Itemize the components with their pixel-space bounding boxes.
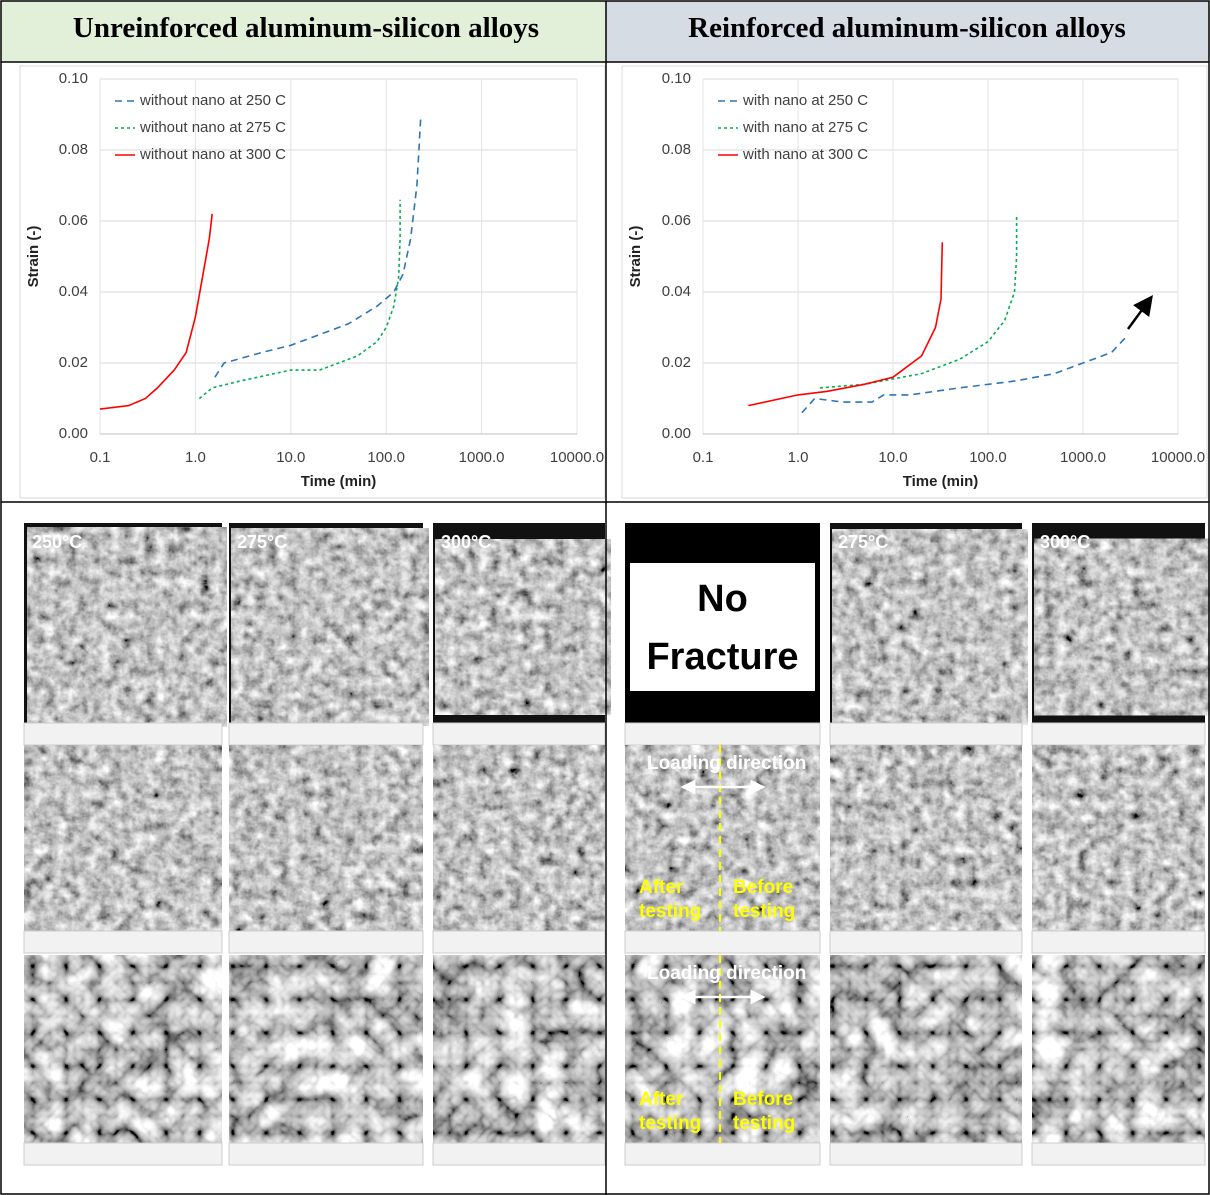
y-tick-label: 0.04 [59,283,88,300]
sem-info-bar [1032,931,1205,953]
sem-image [1032,745,1205,931]
sem-info-bar [24,1143,222,1165]
sem-info-bar [830,723,1022,745]
x-tick-label: 1000.0 [1060,449,1106,466]
y-tick-label: 0.06 [59,212,88,229]
header-title: Unreinforced aluminum-silicon alloys [73,12,539,44]
sem-info-bar [229,1143,423,1165]
sem-info-bar [1032,723,1205,745]
sem-image [231,528,429,726]
region-label-line: testing [639,1113,701,1134]
region-label-line: testing [733,1113,795,1134]
x-tick-label: 10.0 [276,449,305,466]
sem-info-bar [24,931,222,953]
sem-image [433,955,605,1143]
sem-info-bar [830,1143,1022,1165]
sem-info-bar [1032,1143,1205,1165]
x-tick-label: 1000.0 [459,449,505,466]
temperature-label: 250°C [32,532,82,552]
x-axis-title: Time (min) [301,473,377,490]
temperature-label: 275°C [838,532,888,552]
y-tick-label: 0.10 [662,70,691,87]
sem-image [229,745,423,931]
y-tick-label: 0.00 [662,425,691,442]
region-label-line: testing [733,901,795,922]
x-tick-label: 10000.0 [550,449,604,466]
y-axis-title: Strain (-) [627,226,644,288]
sem-info-bar [433,931,605,953]
y-tick-label: 0.02 [662,354,691,371]
x-tick-label: 10.0 [878,449,907,466]
temperature-label: 300°C [1040,532,1090,552]
sem-image [830,745,1022,931]
chart-frame [622,66,1207,498]
x-tick-label: 0.1 [90,449,111,466]
sem-image [433,745,605,931]
x-tick-label: 1.0 [788,449,809,466]
legend-label: with nano at 300 C [742,146,868,163]
sem-images: 250°C 275°C 300°C No Fracture 275°C 300°C Loadi… [24,523,1210,1165]
sem-info-bar [625,1143,820,1165]
sem-image [229,955,423,1143]
x-tick-label: 100.0 [367,449,405,466]
sem-info-bar [625,931,820,953]
y-tick-label: 0.06 [662,212,691,229]
legend-label: with nano at 275 C [742,119,868,136]
x-tick-label: 0.1 [693,449,714,466]
loading-direction-label: Loading direction [647,753,806,774]
temperature-label: 275°C [237,532,287,552]
loading-direction-label: Loading direction [647,963,806,984]
sem-image [832,529,1028,725]
x-axis-title: Time (min) [903,473,979,490]
sem-image [1032,955,1205,1143]
x-tick-label: 10000.0 [1151,449,1205,466]
y-tick-label: 0.08 [59,141,88,158]
y-tick-label: 0.02 [59,354,88,371]
y-axis-title: Strain (-) [25,226,42,288]
region-label-line: testing [639,901,701,922]
sem-info-bar [229,723,423,745]
legend-label: without nano at 250 C [139,92,286,109]
no-fracture-line: No [697,578,748,620]
legend-label: without nano at 300 C [139,146,286,163]
chart-frame [20,66,605,498]
legend-label: without nano at 275 C [139,119,286,136]
x-tick-label: 100.0 [969,449,1007,466]
figure: Unreinforced aluminum-silicon alloys Rei… [0,0,1210,1195]
sem-info-bar [433,723,605,745]
region-label-line: After [639,877,684,898]
sem-image [830,955,1022,1143]
sem-image [27,527,227,727]
temperature-label: 300°C [441,532,491,552]
y-tick-label: 0.04 [662,283,691,300]
region-label-line: Before [733,877,793,898]
sem-info-bar [24,723,222,745]
sem-info-bar [625,723,820,745]
sem-info-bar [433,1143,605,1165]
sem-image [24,955,222,1143]
y-tick-label: 0.10 [59,70,88,87]
no-fracture-line: Fracture [646,636,798,678]
x-tick-label: 1.0 [185,449,206,466]
region-label-line: After [639,1089,684,1110]
legend-label: with nano at 250 C [742,92,868,109]
region-label-line: Before [733,1089,793,1110]
sem-info-bar [229,931,423,953]
y-tick-label: 0.00 [59,425,88,442]
sem-image [1034,539,1210,716]
header-title: Reinforced aluminum-silicon alloys [688,12,1126,44]
sem-info-bar [830,931,1022,953]
sem-image [24,745,222,931]
sem-image [435,539,611,715]
y-tick-label: 0.08 [662,141,691,158]
